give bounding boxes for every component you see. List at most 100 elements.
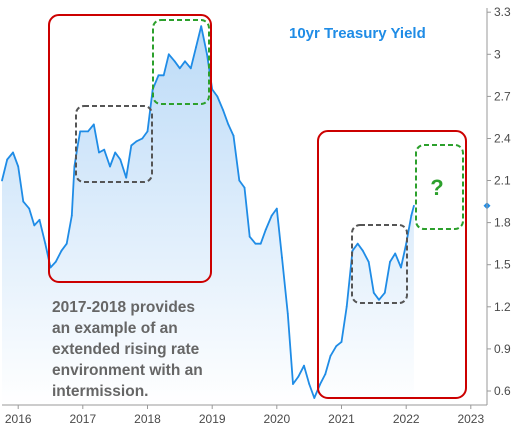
yield-point (195, 46, 197, 49)
yield-point (372, 291, 375, 294)
y-tick-label: 1.5 (494, 258, 511, 272)
yield-point (367, 261, 370, 263)
yield-point (103, 148, 106, 151)
yield-point (28, 207, 31, 210)
yield-point (227, 123, 230, 126)
yield-point (319, 383, 322, 385)
yield-point (49, 266, 52, 269)
yield-point (340, 341, 343, 343)
yield-point (125, 176, 128, 179)
yield-point (248, 235, 251, 238)
yield-point (383, 291, 386, 294)
yield-point (130, 144, 133, 147)
yield-point (200, 25, 203, 28)
yield-point (173, 60, 176, 63)
yield-point (141, 137, 144, 140)
yield-point (12, 151, 14, 154)
yield-point (281, 256, 283, 259)
y-tick-label: 2.7 (494, 89, 511, 103)
yield-point (33, 224, 36, 227)
yield-point (413, 204, 415, 207)
green-box-2018-peak (152, 19, 210, 105)
yield-point (313, 397, 316, 399)
yield-point (400, 266, 402, 269)
yield-point (135, 140, 138, 143)
yield-point (98, 151, 100, 154)
yield-point (206, 53, 208, 56)
annotation-line-5: intermission. (52, 383, 148, 400)
x-tick-label: 2020 (263, 412, 290, 426)
yield-point (254, 242, 257, 245)
yield-point (243, 186, 246, 189)
yield-point (389, 261, 391, 263)
chart-title: 10yr Treasury Yield (289, 25, 426, 42)
gray-box-2021-plateau (351, 224, 408, 304)
yield-point (6, 158, 9, 161)
y-tick-label: 1.2 (494, 300, 511, 314)
annotation-line-2: an example of an (52, 320, 178, 337)
yield-point (232, 134, 235, 137)
yield-point (335, 345, 338, 347)
y-tick-label: 2.4 (494, 132, 511, 146)
yield-point (378, 298, 380, 301)
yield-point (297, 376, 300, 378)
x-tick-label: 2017 (69, 412, 96, 426)
yield-point (259, 242, 262, 245)
yield-point (109, 165, 111, 168)
x-tick-label: 2022 (393, 412, 420, 426)
yield-point (44, 242, 47, 245)
y-tick-label: 3.3 (494, 5, 511, 19)
yield-point (410, 214, 413, 217)
yield-point (329, 355, 332, 357)
y-tick-label: 0.9 (494, 342, 511, 356)
yield-point (73, 165, 76, 168)
y-tick-label: 0.6 (494, 384, 511, 398)
yield-point (79, 130, 82, 133)
yield-point (157, 74, 160, 77)
area-layer (2, 26, 414, 405)
yield-point (345, 305, 348, 308)
yield-point (184, 60, 186, 63)
annotation-line-1: 2017-2018 provides (52, 299, 195, 316)
yield-point (216, 95, 219, 98)
yield-point (70, 214, 73, 217)
yield-point (270, 214, 273, 217)
annotation-line-3: extended rising rate (52, 341, 200, 358)
yield-point (92, 123, 95, 126)
box-layer (48, 14, 467, 399)
yield-point (167, 53, 170, 56)
question-mark-annotation: ? (430, 175, 443, 200)
yield-point (119, 158, 122, 161)
annotation-line-4: environment with an (52, 362, 203, 379)
x-tick-label: 2023 (457, 412, 484, 426)
yield-point (361, 249, 364, 252)
yield-area-fill (2, 26, 414, 405)
yield-point (76, 144, 79, 147)
y-tick-label: 3 (494, 47, 501, 61)
yield-point (38, 218, 41, 221)
yield-point (146, 130, 149, 133)
yield-point (178, 67, 181, 70)
axis-layer: 3.3 3 2.7 2.4 2.1 1.8 1.5 1.2 0.9 0.6 2016 2017 2018… (2, 5, 511, 426)
yield-point (308, 383, 311, 385)
red-box-2020-2022 (317, 130, 467, 399)
yield-point (351, 249, 354, 252)
yield-point (87, 130, 89, 133)
yield-point (60, 249, 63, 252)
y-tick-label: 2.1 (494, 174, 511, 188)
yield-point (189, 67, 192, 70)
yield-point (405, 242, 408, 245)
y-tick-label: 1.8 (494, 216, 511, 230)
yield-point (303, 364, 305, 367)
yield-point (1, 179, 3, 182)
text-layer: 10yr Treasury Yield ? 2017-2018 provides… (52, 25, 444, 400)
yield-point (54, 261, 57, 263)
yield-point (292, 383, 294, 385)
yield-point (394, 252, 397, 255)
yield-point (22, 200, 25, 203)
yield-point (286, 312, 289, 315)
red-box-2016-2018 (48, 14, 212, 283)
yield-point (65, 242, 68, 245)
